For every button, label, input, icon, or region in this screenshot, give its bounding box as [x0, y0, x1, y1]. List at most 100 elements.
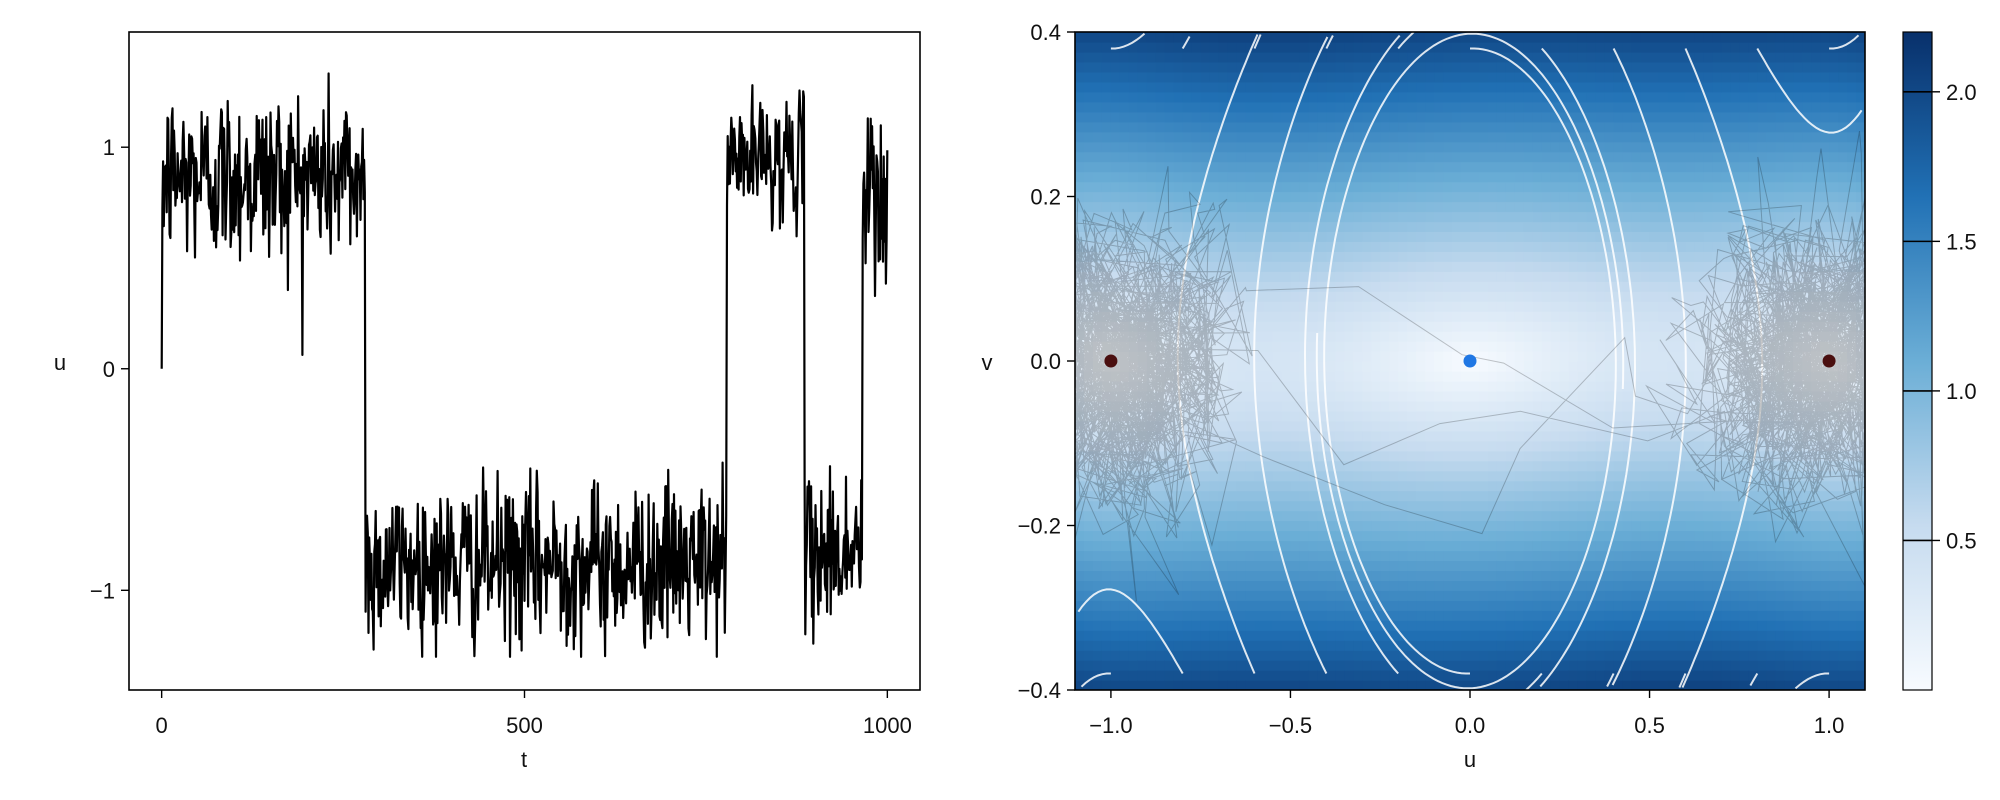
- heatmap-cell: [1209, 490, 1220, 502]
- heatmap-cell: [1523, 550, 1534, 561]
- heatmap-cell: [1326, 680, 1336, 690]
- heatmap-cell: [1128, 271, 1139, 282]
- heatmap-cell: [1514, 371, 1525, 382]
- heatmap-cell: [1155, 341, 1166, 352]
- heatmap-cell: [1667, 590, 1678, 601]
- heatmap-cell: [1712, 470, 1722, 482]
- heatmap-cell: [1173, 600, 1184, 611]
- heatmap-cell: [1389, 311, 1399, 322]
- heatmap-cell: [1281, 221, 1292, 232]
- heatmap-cell: [1496, 400, 1507, 412]
- heatmap-cell: [1335, 640, 1345, 651]
- heatmap-cell: [1604, 101, 1615, 113]
- heatmap-cell: [1604, 410, 1615, 422]
- heatmap-cell: [1568, 550, 1579, 561]
- heatmap-cell: [1272, 121, 1283, 133]
- heatmap-cell: [1496, 81, 1507, 93]
- heatmap-cell: [1236, 400, 1247, 412]
- heatmap-cell: [1443, 400, 1453, 412]
- heatmap-cell: [1353, 520, 1363, 532]
- heatmap-cell: [1182, 560, 1193, 571]
- heatmap-cell: [1532, 331, 1543, 342]
- heatmap-cell: [1694, 510, 1704, 522]
- heatmap-cell: [1084, 440, 1094, 452]
- heatmap-cell: [1218, 311, 1229, 322]
- heatmap-cell: [1245, 670, 1256, 681]
- heatmap-cell: [1694, 241, 1704, 252]
- heatmap-cell: [1505, 351, 1516, 362]
- heatmap-cell: [1326, 111, 1336, 123]
- heatmap-cell: [1631, 420, 1642, 432]
- heatmap-cell: [1326, 560, 1336, 571]
- heatmap-cell: [1236, 271, 1247, 282]
- heatmap-cell: [1631, 241, 1642, 252]
- heatmap-cell: [1075, 81, 1085, 93]
- heatmap-cell: [1344, 460, 1354, 472]
- heatmap-cell: [1281, 61, 1292, 73]
- heatmap-cell: [1631, 91, 1642, 103]
- heatmap-cell: [1694, 42, 1704, 53]
- heatmap-cell: [1155, 32, 1166, 43]
- heatmap-cell: [1272, 430, 1283, 442]
- heatmap-cell: [1371, 51, 1381, 63]
- heatmap-cell: [1236, 71, 1247, 83]
- heatmap-cell: [1075, 450, 1085, 462]
- heatmap-cell: [1353, 660, 1363, 671]
- heatmap-cell: [1308, 440, 1318, 452]
- heatmap-cell: [1658, 510, 1669, 522]
- heatmap-cell: [1622, 101, 1633, 113]
- heatmap-cell: [1353, 61, 1363, 73]
- heatmap-cell: [1595, 420, 1606, 432]
- heatmap-cell: [1703, 271, 1713, 282]
- heatmap-cell: [1505, 361, 1516, 372]
- heatmap-cell: [1631, 61, 1642, 73]
- heatmap-cell: [1308, 32, 1318, 43]
- heatmap-cell: [1631, 281, 1642, 292]
- heatmap-cell: [1164, 161, 1175, 173]
- heatmap-cell: [1380, 510, 1390, 522]
- heatmap-cell: [1541, 231, 1552, 242]
- heatmap-cell: [1685, 630, 1696, 641]
- heatmap-cell: [1505, 51, 1516, 63]
- heatmap-cell: [1640, 530, 1651, 542]
- heatmap-cell: [1586, 460, 1597, 472]
- heatmap-cell: [1667, 321, 1678, 332]
- heatmap-cell: [1182, 650, 1193, 661]
- heatmap-cell: [1389, 261, 1399, 272]
- heatmap-cell: [1128, 510, 1139, 522]
- heatmap-cell: [1155, 81, 1166, 93]
- heatmap-cell: [1488, 640, 1498, 651]
- heatmap-cell: [1541, 71, 1552, 83]
- heatmap-cell: [1326, 151, 1336, 163]
- heatmap-cell: [1335, 51, 1345, 63]
- heatmap-cell: [1703, 371, 1713, 382]
- heatmap-cell: [1658, 530, 1669, 542]
- heatmap-cell: [1425, 241, 1435, 252]
- heatmap-cell: [1658, 600, 1669, 611]
- heatmap-cell: [1110, 141, 1121, 153]
- heatmap-cell: [1694, 271, 1704, 282]
- heatmap-cell: [1137, 570, 1148, 581]
- heatmap-cell: [1703, 590, 1713, 601]
- heatmap-cell: [1712, 510, 1722, 522]
- heatmap-cell: [1308, 311, 1318, 322]
- heatmap-cell: [1254, 630, 1265, 641]
- heatmap-cell: [1353, 42, 1363, 53]
- heatmap-cell: [1595, 301, 1606, 312]
- heatmap-cell: [1631, 321, 1642, 332]
- heatmap-cell: [1218, 301, 1229, 312]
- heatmap-cell: [1380, 221, 1390, 232]
- heatmap-cell: [1335, 660, 1345, 671]
- heatmap-cell: [1425, 550, 1435, 561]
- heatmap-cell: [1550, 450, 1561, 462]
- heatmap-cell: [1362, 51, 1372, 63]
- heatmap-cell: [1434, 390, 1444, 402]
- heatmap-cell: [1326, 470, 1336, 482]
- heatmap-cell: [1676, 630, 1687, 641]
- heatmap-cell: [1416, 111, 1426, 123]
- heatmap-cell: [1434, 241, 1444, 252]
- heatmap-cell: [1281, 670, 1292, 681]
- heatmap-cell: [1631, 311, 1642, 322]
- heatmap-cell: [1272, 231, 1283, 242]
- heatmap-cell: [1093, 71, 1103, 83]
